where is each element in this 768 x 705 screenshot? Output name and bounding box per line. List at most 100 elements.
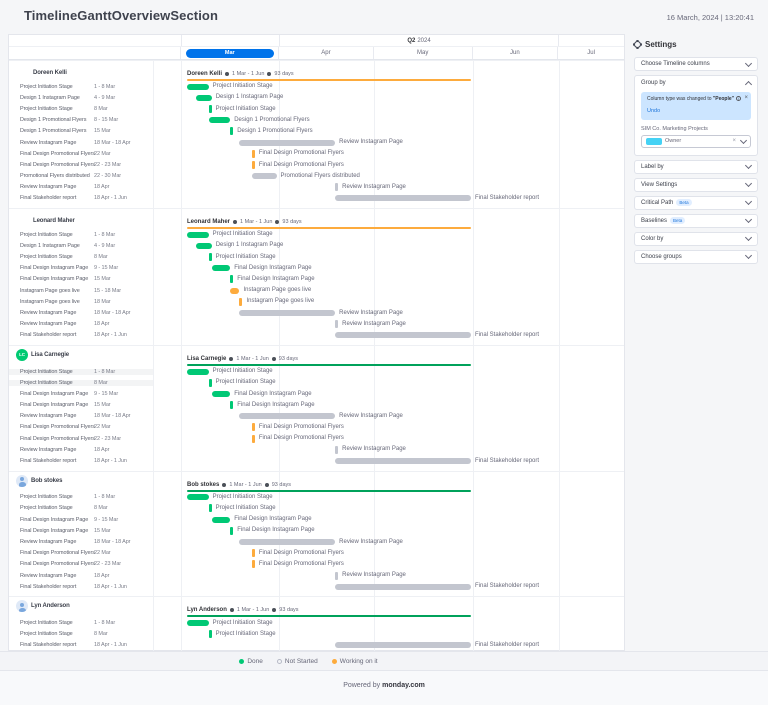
gantt-bar[interactable] [196, 242, 212, 249]
gantt-bar[interactable] [187, 231, 209, 238]
task-row[interactable]: Review Instagram Page 18 Apr Review Instag… [9, 444, 624, 455]
task-row[interactable]: Final Design Promotional Flyers 22 Mar Fin… [9, 148, 624, 159]
task-row[interactable]: Project Initiation Stage 1 - 8 Mar Project… [9, 492, 624, 503]
task-row[interactable]: Final Design Instagram Page 15 Mar Final D… [9, 400, 624, 411]
undo-link[interactable]: Undo [647, 107, 661, 114]
settings-section-header[interactable]: Group by [635, 76, 757, 90]
gantt-bar[interactable] [251, 560, 255, 569]
gantt-bar[interactable] [251, 173, 277, 180]
task-row[interactable]: Review Instagram Page 18 Apr Review Instag… [9, 182, 624, 193]
task-row[interactable]: Project Initiation Stage 1 - 8 Mar Project… [9, 81, 624, 92]
task-row[interactable]: Promotional Flyers distributed 22 - 30 Ma… [9, 171, 624, 182]
gantt-bar[interactable] [230, 526, 234, 535]
task-row[interactable]: Instagram Page goes live 18 Mar Instagram … [9, 296, 624, 307]
task-row[interactable]: Review Instagram Page 18 Mar - 18 Apr Revi… [9, 137, 624, 148]
gantt-bar[interactable] [211, 265, 231, 272]
gantt-bar[interactable] [230, 127, 234, 136]
gantt-bar[interactable] [335, 320, 339, 329]
gantt-bar[interactable] [230, 287, 240, 294]
quarter-row-right-cell [559, 35, 624, 46]
group-by-select[interactable]: Owner × [641, 134, 751, 148]
task-row[interactable]: Review Instagram Page 18 Apr Review Instag… [9, 570, 624, 581]
gantt-bar[interactable] [187, 83, 209, 90]
settings-section-view-settings[interactable]: View Settings [634, 177, 758, 192]
settings-section-critical-path[interactable]: Critical Path Beta [634, 195, 758, 210]
task-row[interactable]: Review Instagram Page 18 Apr Review Instag… [9, 319, 624, 330]
gantt-bar[interactable] [335, 195, 471, 202]
gantt-bar[interactable] [335, 642, 471, 649]
task-row[interactable]: Project Initiation Stage 8 Mar Project Ini… [9, 377, 624, 388]
gantt-bar[interactable] [251, 434, 255, 443]
task-row[interactable]: Review Instagram Page 18 Mar - 18 Apr Revi… [9, 536, 624, 547]
task-row[interactable]: Final Design Promotional Flyers 22 - 23 M… [9, 559, 624, 570]
task-row[interactable]: Project Initiation Stage 8 Mar Project Ini… [9, 629, 624, 640]
task-row[interactable]: Final Stakeholder report 18 Apr - 1 Jun Fi… [9, 640, 624, 651]
settings-section-color-by[interactable]: Color by [634, 231, 758, 246]
task-row[interactable]: Final Design Promotional Flyers 22 Mar Fin… [9, 422, 624, 433]
task-row[interactable]: Design 1 Instagram Page 4 - 9 Mar Design 1… [9, 92, 624, 103]
clear-selection-icon[interactable]: × [732, 138, 736, 145]
gantt-bar[interactable] [251, 549, 255, 558]
task-name-cell: Final Design Instagram Page [20, 390, 89, 397]
task-row[interactable]: Final Design Instagram Page 9 - 15 Mar Fin… [9, 388, 624, 399]
task-row[interactable]: Design 1 Promotional Flyers 8 - 15 Mar Des… [9, 115, 624, 126]
gantt-bar[interactable] [187, 368, 209, 375]
gantt-bar[interactable] [335, 183, 339, 192]
brand-link[interactable]: monday.com [382, 682, 425, 689]
task-row[interactable]: Instagram Page goes live 15 - 18 Mar Insta… [9, 285, 624, 296]
gantt-bar[interactable] [335, 332, 471, 339]
task-row[interactable]: Final Stakeholder report 18 Apr - 1 Jun Fi… [9, 455, 624, 466]
gantt-bar[interactable] [196, 94, 212, 101]
gantt-bar[interactable] [187, 619, 209, 626]
gantt-bar[interactable] [251, 160, 255, 169]
task-row[interactable]: Final Design Instagram Page 9 - 15 Mar Fin… [9, 514, 624, 525]
task-row[interactable]: Final Design Promotional Flyers 22 - 23 M… [9, 159, 624, 170]
gantt-bar[interactable] [211, 390, 231, 397]
task-row[interactable]: Final Design Instagram Page 15 Mar Final D… [9, 274, 624, 285]
gantt-bar[interactable] [251, 149, 255, 158]
gantt-bar[interactable] [230, 401, 234, 410]
gantt-bar[interactable] [239, 309, 336, 316]
close-icon[interactable]: × [744, 95, 748, 101]
info-icon[interactable] [736, 96, 742, 102]
gantt-bar[interactable] [187, 494, 209, 501]
gantt-bar[interactable] [208, 630, 212, 639]
gantt-bar[interactable] [208, 504, 212, 513]
gantt-bar[interactable] [208, 117, 231, 124]
task-row[interactable]: Final Stakeholder report 18 Apr - 1 Jun Fi… [9, 193, 624, 204]
gantt-bar[interactable] [208, 253, 212, 262]
task-row[interactable]: Design 1 Instagram Page 4 - 9 Mar Design 1… [9, 240, 624, 251]
task-row[interactable]: Project Initiation Stage 8 Mar Project Ini… [9, 251, 624, 262]
settings-section-baselines[interactable]: Baselines Beta [634, 213, 758, 228]
task-row[interactable]: Final Stakeholder report 18 Apr - 1 Jun Fi… [9, 330, 624, 341]
task-row[interactable]: Project Initiation Stage 8 Mar Project Ini… [9, 503, 624, 514]
gantt-bar[interactable] [208, 378, 212, 387]
gantt-bar[interactable] [239, 139, 336, 146]
settings-section-label-by[interactable]: Label by [634, 159, 758, 174]
gantt-bar[interactable] [239, 297, 243, 306]
task-row[interactable]: Review Instagram Page 18 Mar - 18 Apr Revi… [9, 411, 624, 422]
task-row[interactable]: Final Design Promotional Flyers 22 Mar Fin… [9, 548, 624, 559]
gantt-bar[interactable] [239, 538, 336, 545]
gantt-bar[interactable] [230, 275, 234, 284]
task-row[interactable]: Final Design Instagram Page 9 - 15 Mar Fin… [9, 263, 624, 274]
gantt-bar[interactable] [335, 445, 339, 454]
gantt-bar[interactable] [239, 413, 336, 420]
task-row[interactable]: Review Instagram Page 18 Mar - 18 Apr Revi… [9, 307, 624, 318]
task-row[interactable]: Project Initiation Stage 8 Mar Project Ini… [9, 103, 624, 114]
gantt-bar[interactable] [335, 583, 471, 590]
task-row[interactable]: Final Stakeholder report 18 Apr - 1 Jun Fi… [9, 581, 624, 592]
gantt-bar[interactable] [251, 423, 255, 432]
task-row[interactable]: Design 1 Promotional Flyers 15 Mar Design … [9, 126, 624, 137]
gantt-bar[interactable] [335, 571, 339, 580]
settings-section-choose-groups[interactable]: Choose groups [634, 249, 758, 264]
task-row[interactable]: Final Design Instagram Page 15 Mar Final D… [9, 525, 624, 536]
gantt-bar[interactable] [335, 458, 471, 465]
task-row[interactable]: Project Initiation Stage 1 - 8 Mar Project… [9, 229, 624, 240]
gantt-bar[interactable] [211, 516, 231, 523]
task-row[interactable]: Project Initiation Stage 1 - 8 Mar Project… [9, 617, 624, 628]
settings-section-choose-timeline-columns[interactable]: Choose Timeline columns [634, 57, 758, 71]
gantt-bar[interactable] [208, 104, 212, 113]
task-row[interactable]: Project Initiation Stage 1 - 8 Mar Project… [9, 366, 624, 377]
task-row[interactable]: Final Design Promotional Flyers 22 - 23 M… [9, 433, 624, 444]
